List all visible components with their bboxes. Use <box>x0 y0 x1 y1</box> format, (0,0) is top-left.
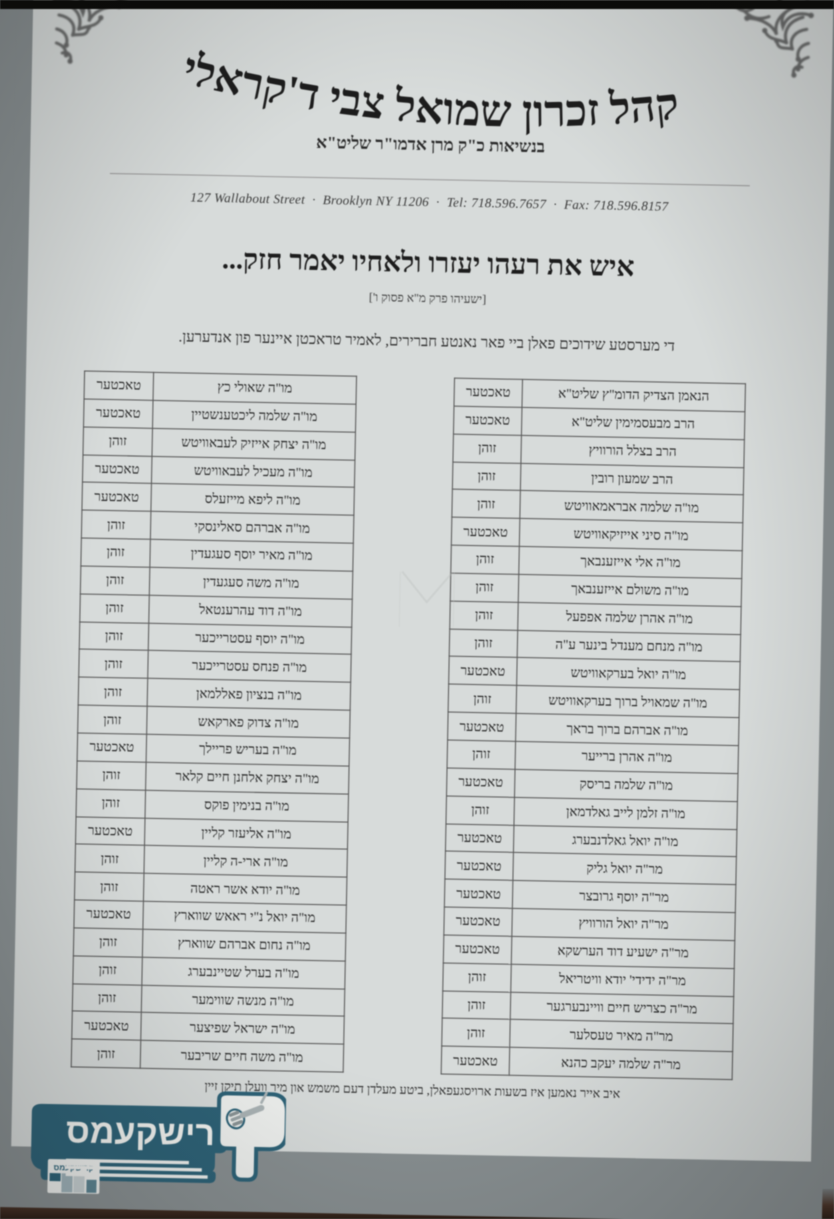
svg-text:רישקעמס: רישקעמס <box>66 1112 216 1153</box>
svg-text:קהל זכרון שמואל צבי ד'קראלי: קהל זכרון שמואל צבי ד'קראלי <box>177 44 682 140</box>
